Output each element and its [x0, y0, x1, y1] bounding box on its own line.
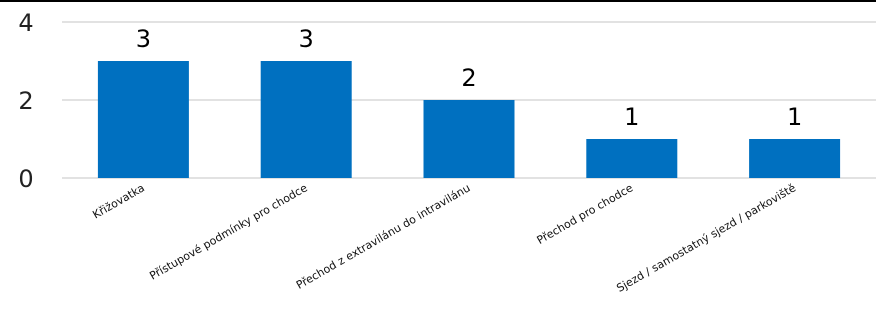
bar — [260, 61, 352, 178]
data-label: 3 — [299, 25, 314, 53]
y-axis-ticks: 0 2 4 — [18, 9, 33, 193]
y-tick-label: 4 — [18, 9, 33, 37]
bar — [749, 139, 841, 178]
category-labels: Křižovatka Přístupové podmínky pro chodce… — [90, 181, 798, 295]
data-label: 1 — [624, 103, 639, 131]
bar — [423, 100, 515, 178]
y-tick-label: 0 — [18, 165, 33, 193]
category-label: Přístupové podmínky pro chodce — [147, 181, 310, 282]
data-label: 2 — [461, 64, 476, 92]
bars — [97, 61, 841, 178]
category-label: Přechod pro chodce — [535, 181, 636, 247]
data-label: 3 — [136, 25, 151, 53]
bar — [586, 139, 678, 178]
y-tick-label: 2 — [18, 87, 33, 115]
category-label: Sjezd / samostatný sjezd / parkoviště — [614, 181, 798, 295]
data-labels: 3 3 2 1 1 — [136, 25, 802, 131]
category-label: Přechod z extravilánu do intravilánu — [294, 181, 472, 292]
bar — [97, 61, 189, 178]
data-label: 1 — [787, 103, 802, 131]
category-label: Křižovatka — [90, 181, 147, 221]
